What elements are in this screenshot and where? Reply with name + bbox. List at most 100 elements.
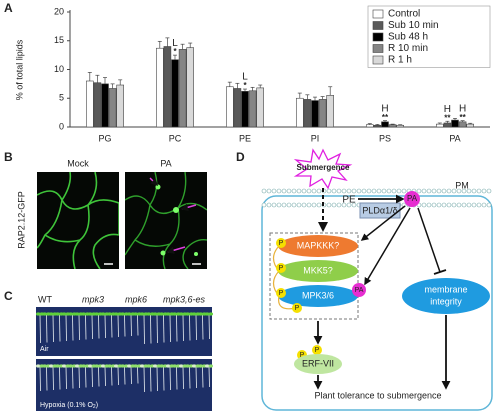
bar (466, 123, 475, 128)
y-tick-label: 15 (54, 35, 64, 45)
y-tick-label: 0 (59, 121, 64, 131)
leaf (114, 364, 119, 368)
stem (111, 314, 113, 338)
stem (163, 366, 165, 391)
lipid-head (301, 188, 307, 194)
leaf (159, 364, 164, 368)
lipid-head (331, 188, 337, 194)
lipid-head (431, 202, 437, 208)
pa: PA (407, 194, 418, 203)
lipid-head (306, 202, 312, 208)
label-part: Hypoxia (0.1% O (40, 402, 93, 409)
enzyme: PLDα1/δ (362, 205, 397, 215)
stem (176, 314, 178, 342)
stem (143, 366, 145, 393)
stem (189, 366, 191, 389)
stem (104, 366, 106, 387)
stem (85, 314, 87, 340)
lipid-head (471, 202, 477, 208)
stem (150, 314, 152, 344)
lipid-head (366, 188, 372, 194)
lipid-head (471, 188, 477, 194)
lipid-head (481, 188, 487, 194)
significance-letter: L (242, 72, 248, 83)
stem (176, 366, 178, 390)
lipid-head (441, 202, 447, 208)
stem (72, 314, 74, 341)
phospho: P (279, 265, 284, 272)
leaf (208, 312, 213, 316)
condition-label: Hypoxia (0.1% O2) (40, 402, 98, 410)
kinase (278, 285, 358, 307)
lipid-head (436, 202, 442, 208)
membrane-label: PM (455, 180, 469, 190)
stem (65, 314, 67, 342)
significance-stars: ** (459, 113, 466, 122)
bar (373, 124, 382, 128)
integrity: integrity (430, 296, 462, 306)
legend-label: R 10 min (388, 43, 428, 54)
lipid-head (416, 188, 422, 194)
significance-letter: H (459, 103, 466, 114)
lipid-head (461, 202, 467, 208)
leaf (55, 312, 60, 316)
stem (111, 366, 113, 386)
kinase-label: MKK5? (303, 265, 333, 275)
stem (137, 314, 139, 336)
phospho: P (300, 352, 305, 359)
lipid-head (386, 188, 392, 194)
lipid-head (326, 188, 332, 194)
leaf (88, 364, 93, 368)
kinase (278, 260, 358, 282)
significance-letter: H (444, 104, 451, 115)
bar (108, 88, 117, 128)
leaf (133, 364, 138, 368)
panel-label: D (236, 150, 245, 164)
lipid-head (346, 188, 352, 194)
leaf (146, 312, 151, 316)
lipid-head (286, 202, 292, 208)
lipid-head (296, 188, 302, 194)
leaf (205, 364, 210, 368)
lipid-head (351, 202, 357, 208)
stem (150, 366, 152, 392)
lipid-head (351, 188, 357, 194)
lipid-head (266, 202, 272, 208)
micrograph (37, 172, 119, 269)
y-tick-label: 20 (54, 6, 64, 16)
kinase-label: MAPKKK? (297, 240, 340, 250)
stem (46, 314, 48, 343)
leaf (81, 312, 86, 316)
bar (86, 80, 94, 128)
lipid-head (481, 202, 487, 208)
bar (435, 123, 444, 128)
lipid-head (341, 202, 347, 208)
leaf (36, 364, 41, 368)
lipid: PE (342, 195, 356, 206)
leaf (172, 312, 177, 316)
bar (171, 59, 179, 128)
x-tick-label: PS (379, 133, 391, 143)
x-tick-label: PA (449, 133, 460, 143)
cell-outlines (37, 172, 119, 269)
stem (59, 314, 61, 342)
stem (169, 366, 171, 391)
lipid-head (426, 188, 432, 194)
leaf (120, 312, 125, 316)
lipid-head (316, 202, 322, 208)
stem (78, 366, 80, 389)
lipid-head (446, 202, 452, 208)
leaf (153, 364, 158, 368)
lipid-head (451, 188, 457, 194)
factor-node (294, 354, 342, 374)
lipid-head (466, 202, 472, 208)
leaf (49, 312, 54, 316)
stem (208, 314, 210, 340)
bar (156, 47, 164, 128)
leaf (94, 364, 99, 368)
legend-label: Control (388, 9, 420, 20)
inhibition-end (433, 269, 447, 275)
column-label: Mock (67, 158, 89, 168)
leaf (61, 312, 67, 316)
